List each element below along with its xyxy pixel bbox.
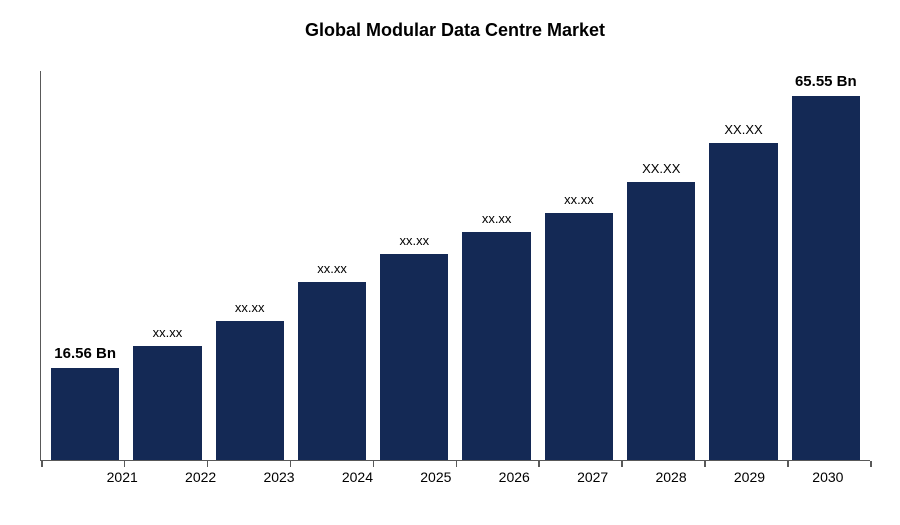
bar-value-label: xx.xx: [153, 325, 183, 340]
x-axis-label: 2025: [404, 469, 468, 485]
x-axis-label: 2030: [796, 469, 860, 485]
bar-group: XX.XX: [627, 71, 695, 460]
bar-value-label: XX.XX: [642, 161, 680, 176]
bar-group: XX.XX: [709, 71, 777, 460]
bar-group: xx.xx: [545, 71, 613, 460]
x-axis-label: 2023: [247, 469, 311, 485]
bar-group: xx.xx: [380, 71, 448, 460]
bar-value-label: 16.56 Bn: [54, 345, 116, 362]
bar-group: xx.xx: [216, 71, 284, 460]
chart-container: Global Modular Data Centre Market 16.56 …: [0, 0, 900, 525]
bar-group: xx.xx: [462, 71, 530, 460]
bar: [462, 232, 530, 460]
plot-area: 16.56 Bn xx.xx xx.xx xx.xx xx.xx xx.xx xx.xx XX…: [40, 71, 870, 461]
x-axis-label: 2022: [168, 469, 232, 485]
x-tick: [124, 461, 126, 467]
x-tick: [621, 461, 623, 467]
x-axis-label: 2024: [325, 469, 389, 485]
bar: [298, 282, 366, 460]
bar-value-label: xx.xx: [317, 261, 347, 276]
chart-title: Global Modular Data Centre Market: [40, 20, 870, 41]
x-tick: [870, 461, 872, 467]
bar: [627, 182, 695, 460]
x-axis: 2021 2022 2023 2024 2025 2026 2027 2028 2029 2030: [40, 469, 870, 485]
bar: [216, 321, 284, 460]
x-axis-label: 2021: [90, 469, 154, 485]
x-tick: [373, 461, 375, 467]
x-tick: [456, 461, 458, 467]
bar-group: xx.xx: [133, 71, 201, 460]
bar: [709, 143, 777, 460]
bar-value-label: 65.55 Bn: [795, 73, 857, 90]
x-tick: [538, 461, 540, 467]
bar: [792, 96, 860, 460]
x-axis-label: 2028: [639, 469, 703, 485]
bar-value-label: xx.xx: [235, 300, 265, 315]
bar-value-label: xx.xx: [400, 233, 430, 248]
bar-group: 16.56 Bn: [51, 71, 119, 460]
x-tick: [41, 461, 43, 467]
x-tick: [704, 461, 706, 467]
bar-group: xx.xx: [298, 71, 366, 460]
bar-group: 65.55 Bn: [792, 71, 860, 460]
bar-value-label: XX.XX: [724, 122, 762, 137]
bar-value-label: xx.xx: [564, 192, 594, 207]
bar: [380, 254, 448, 460]
bar: [133, 346, 201, 460]
x-tick: [207, 461, 209, 467]
bar-value-label: xx.xx: [482, 211, 512, 226]
bar: [545, 213, 613, 460]
x-axis-label: 2029: [717, 469, 781, 485]
x-axis-label: 2027: [560, 469, 624, 485]
bar: [51, 368, 119, 460]
x-tick: [787, 461, 789, 467]
x-tick: [290, 461, 292, 467]
x-axis-label: 2026: [482, 469, 546, 485]
